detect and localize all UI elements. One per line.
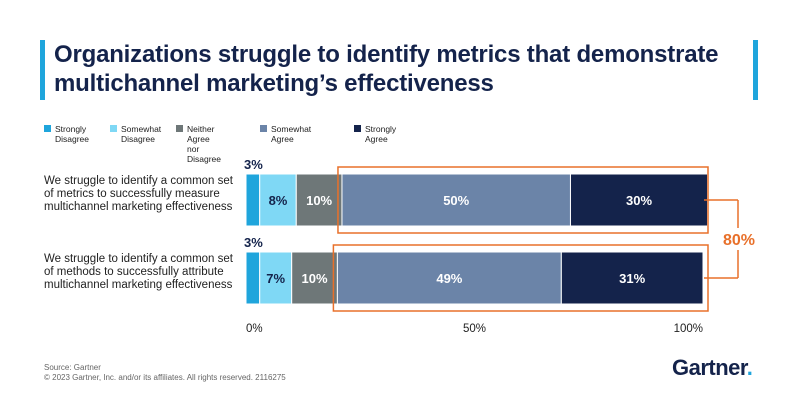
data-label-somewhat-agree-0: 50% <box>443 193 469 208</box>
annotation-bg <box>718 228 760 250</box>
data-label-strongly-disagree-1: 3% <box>244 235 263 250</box>
bar-strongly-disagree-0 <box>245 173 261 227</box>
legend-swatch <box>176 125 183 132</box>
x-tick-label-0: 0% <box>246 323 263 335</box>
chart-title: Organizations struggle to identify metri… <box>54 41 719 97</box>
row-label-methods: We struggle to identify a common set of … <box>44 253 233 291</box>
copyright-note: © 2023 Gartner, Inc. and/or its affiliat… <box>44 373 286 382</box>
bar-somewhat-disagree-1 <box>259 251 293 305</box>
legend-label: Somewhat Disagree <box>121 124 162 144</box>
bar-somewhat-agree-0 <box>341 173 571 227</box>
annotation-80-percent: 80% <box>723 232 755 249</box>
logo-text: Gartner <box>672 355 747 380</box>
title-accent-bar-left <box>40 40 45 100</box>
bar-strongly-agree-1 <box>560 251 704 305</box>
source-note: Source: Gartner <box>44 363 101 372</box>
row-label-metrics: We struggle to identify a common set of … <box>44 175 233 213</box>
legend-label: Strongly Agree <box>365 124 397 144</box>
legend-swatch <box>110 125 117 132</box>
x-tick-label-1: 50% <box>463 323 486 335</box>
data-label-strongly-agree-0: 30% <box>626 193 652 208</box>
logo-dot: . <box>746 355 753 380</box>
title-accent-bar-right <box>753 40 758 100</box>
data-label-neither-1: 10% <box>302 271 328 286</box>
bar-neither-1 <box>291 251 338 305</box>
legend-label: Somewhat Agree <box>271 124 312 144</box>
bar-strongly-agree-0 <box>569 173 709 227</box>
legend-swatch <box>260 125 267 132</box>
data-label-somewhat-disagree-1: 7% <box>266 271 285 286</box>
legend-label: Neither Agree nor Disagree <box>187 124 222 164</box>
gartner-logo: Gartner. <box>672 355 753 381</box>
data-label-somewhat-disagree-0: 8% <box>269 193 288 208</box>
x-tick-label-2: 100% <box>674 323 703 335</box>
legend-swatch <box>354 125 361 132</box>
bar-somewhat-agree-1 <box>336 251 562 305</box>
legend-label: Strongly Disagree <box>55 124 90 144</box>
data-label-strongly-disagree-0: 3% <box>244 157 263 172</box>
legend-swatch <box>44 125 51 132</box>
data-label-strongly-agree-1: 31% <box>619 271 645 286</box>
data-label-somewhat-agree-1: 49% <box>436 271 462 286</box>
data-label-neither-0: 10% <box>306 193 332 208</box>
bar-strongly-disagree-1 <box>245 251 261 305</box>
